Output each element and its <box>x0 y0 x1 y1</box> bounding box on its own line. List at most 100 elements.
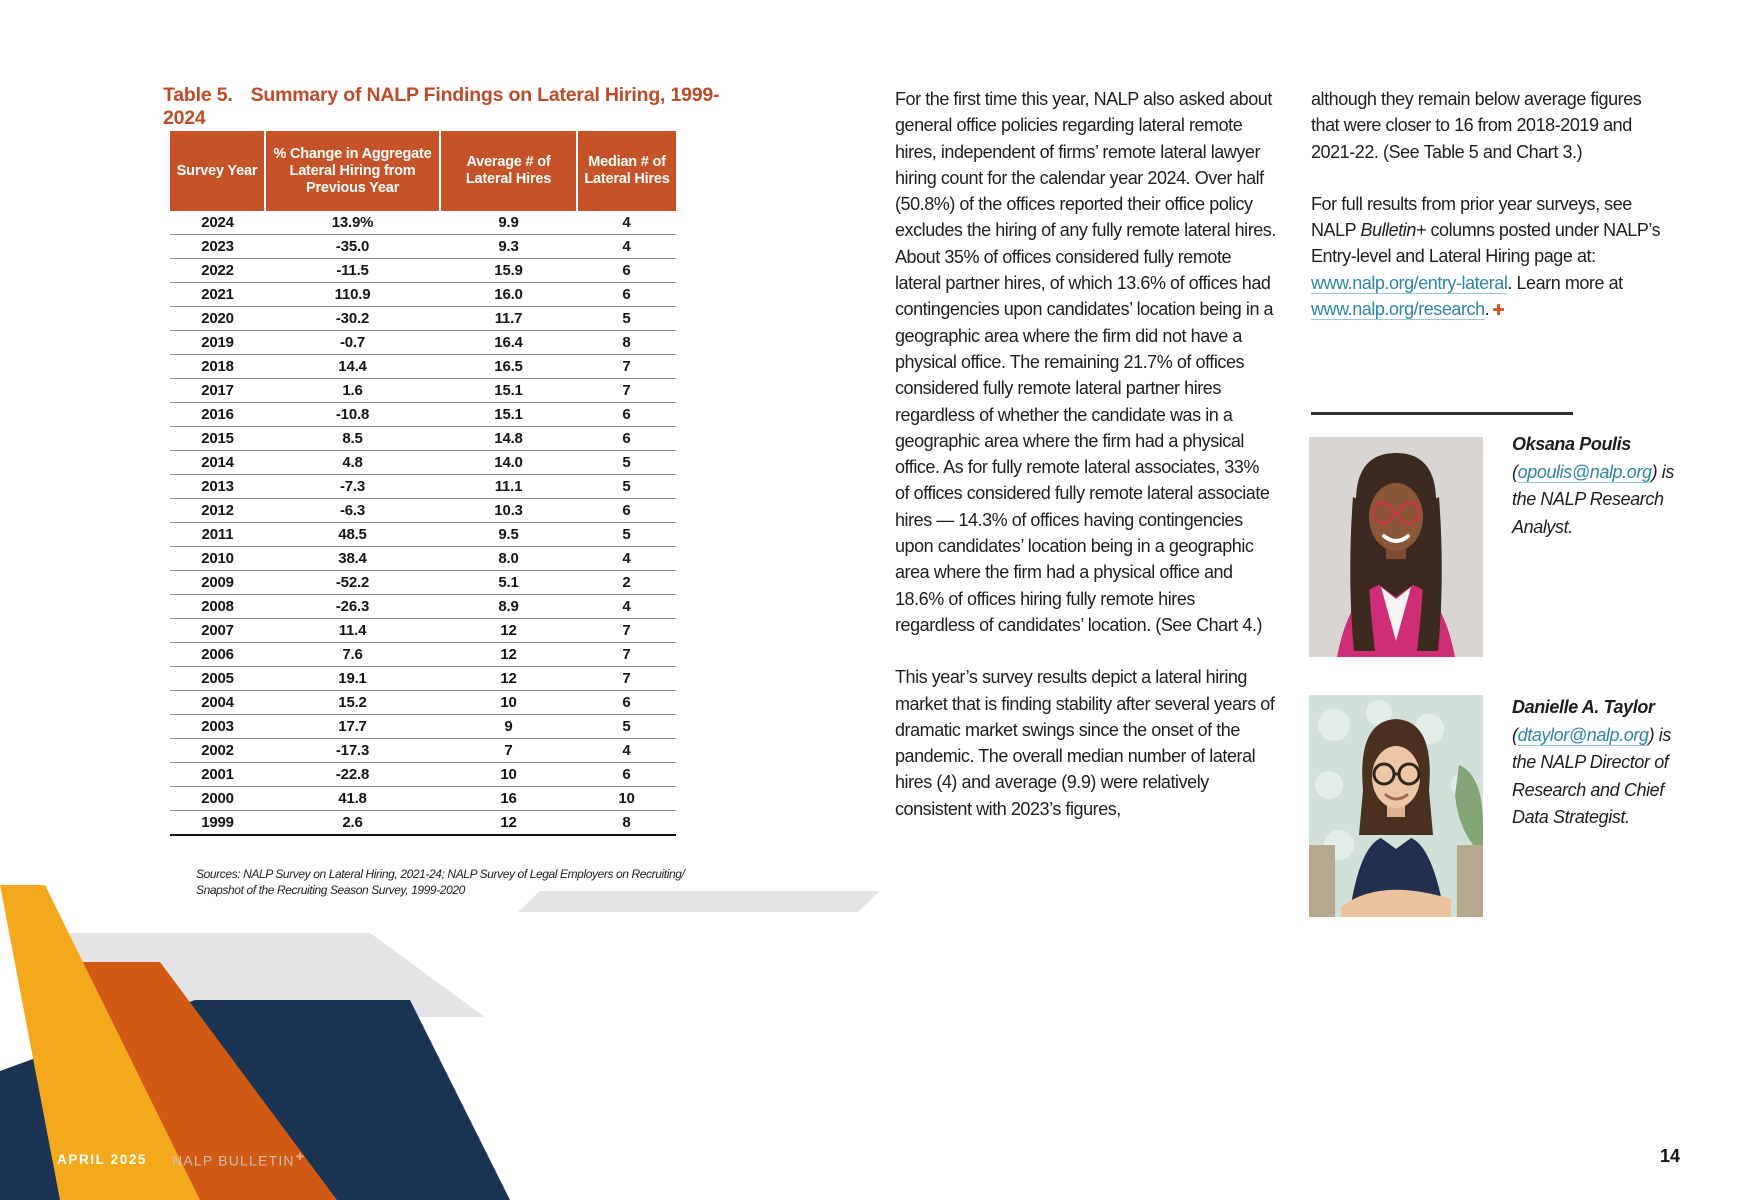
cell-year: 2018 <box>170 354 265 379</box>
author-bio-sentence: (dtaylor@nalp.org) is the NALP Director … <box>1512 724 1671 828</box>
article-paragraph-links: For full results from prior year surveys… <box>1311 191 1669 324</box>
cell-pct-change: 19.1 <box>265 666 440 691</box>
cell-median-hires: 5 <box>577 306 676 331</box>
table-row: 2007 11.4 12 7 <box>170 618 676 643</box>
decor-yellow-shape <box>0 885 200 1200</box>
cell-median-hires: 6 <box>577 690 676 715</box>
cell-median-hires: 2 <box>577 570 676 595</box>
cell-median-hires: 7 <box>577 642 676 667</box>
table-row: 2004 15.2 10 6 <box>170 690 676 715</box>
cell-pct-change: 110.9 <box>265 282 440 307</box>
author-section-divider <box>1311 412 1573 415</box>
cell-avg-hires: 9 <box>440 714 577 739</box>
cell-median-hires: 7 <box>577 618 676 643</box>
cell-year: 2005 <box>170 666 265 691</box>
cell-year: 2017 <box>170 378 265 403</box>
bulletin-plus-italic: Bulletin+ <box>1360 220 1426 241</box>
article-end-plus-icon: ✚ <box>1492 302 1505 320</box>
cell-pct-change: -17.3 <box>265 738 440 763</box>
author-role: is the NALP Director of Research and Chi… <box>1512 724 1671 828</box>
cell-median-hires: 6 <box>577 762 676 787</box>
cell-pct-change: 2.6 <box>265 810 440 836</box>
entry-lateral-link[interactable]: www.nalp.org/entry-lateral <box>1311 272 1508 294</box>
cell-year: 2002 <box>170 738 265 763</box>
cell-year: 1999 <box>170 810 265 836</box>
table-row: 2005 19.1 12 7 <box>170 666 676 691</box>
article-paragraph: For the first time this year, NALP also … <box>895 89 1276 635</box>
cell-avg-hires: 16.5 <box>440 354 577 379</box>
cell-median-hires: 7 <box>577 666 676 691</box>
author-bio-danielle-taylor: Danielle A. Taylor (dtaylor@nalp.org) is… <box>1512 694 1684 832</box>
cell-pct-change: 1.6 <box>265 378 440 403</box>
author-bio-oksana-poulis: Oksana Poulis (opoulis@nalp.org) is the … <box>1512 431 1684 541</box>
cell-year: 2022 <box>170 258 265 283</box>
table-row: 2016 -10.8 15.1 6 <box>170 402 676 427</box>
cell-pct-change: 13.9% <box>265 211 440 235</box>
cell-median-hires: 5 <box>577 450 676 475</box>
table-row: 2000 41.8 16 10 <box>170 786 676 811</box>
cell-year: 2012 <box>170 498 265 523</box>
author-email-link[interactable]: dtaylor@nalp.org <box>1517 724 1649 746</box>
cell-year: 2020 <box>170 306 265 331</box>
cell-year: 2024 <box>170 211 265 235</box>
column-header-pct-change: % Change in Aggregate Lateral Hiring fro… <box>264 131 440 211</box>
cell-pct-change: -52.2 <box>265 570 440 595</box>
cell-year: 2023 <box>170 234 265 259</box>
cell-avg-hires: 10.3 <box>440 498 577 523</box>
cell-median-hires: 4 <box>577 234 676 259</box>
page-number: 14 <box>1660 1146 1681 1166</box>
table-row: 2002 -17.3 7 4 <box>170 738 676 763</box>
cell-avg-hires: 11.7 <box>440 306 577 331</box>
paragraph-text: columns posted under NALP’s Entry-level … <box>1311 220 1661 267</box>
cell-avg-hires: 8.9 <box>440 594 577 619</box>
cell-pct-change: 11.4 <box>265 618 440 643</box>
author-role: is the NALP Research Analyst. <box>1512 461 1674 537</box>
table-row: 2017 1.6 15.1 7 <box>170 378 676 403</box>
author-email-link[interactable]: opoulis@nalp.org <box>1517 461 1652 483</box>
footer-plus-icon: ✚ <box>295 1152 306 1163</box>
cell-year: 2004 <box>170 690 265 715</box>
cell-avg-hires: 5.1 <box>440 570 577 595</box>
cell-pct-change: -30.2 <box>265 306 440 331</box>
cell-avg-hires: 11.1 <box>440 474 577 499</box>
cell-year: 2019 <box>170 330 265 355</box>
cell-median-hires: 6 <box>577 426 676 451</box>
cell-pct-change: -0.7 <box>265 330 440 355</box>
column-header-median-hires: Median # of Lateral Hires <box>576 131 676 211</box>
table-row: 2009 -52.2 5.1 2 <box>170 570 676 595</box>
cell-median-hires: 4 <box>577 546 676 571</box>
research-link[interactable]: www.nalp.org/research <box>1311 299 1485 321</box>
footer-brand-text: NALP BULLETIN <box>172 1152 295 1169</box>
cell-avg-hires: 16 <box>440 786 577 811</box>
cell-avg-hires: 12 <box>440 810 577 836</box>
cell-pct-change: -22.8 <box>265 762 440 787</box>
table-row: 2013 -7.3 11.1 5 <box>170 474 676 499</box>
cell-year: 2008 <box>170 594 265 619</box>
table-row: 2020 -30.2 11.7 5 <box>170 306 676 331</box>
table-row: 1999 2.6 12 8 <box>170 810 676 836</box>
cell-pct-change: 14.4 <box>265 354 440 379</box>
cell-year: 2003 <box>170 714 265 739</box>
cell-pct-change: 8.5 <box>265 426 440 451</box>
table-row: 2003 17.7 9 5 <box>170 714 676 739</box>
cell-pct-change: 7.6 <box>265 642 440 667</box>
cell-year: 2010 <box>170 546 265 571</box>
author-name: Danielle A. Taylor <box>1512 697 1655 717</box>
table-row: 2014 4.8 14.0 5 <box>170 450 676 475</box>
cell-avg-hires: 9.3 <box>440 234 577 259</box>
paragraph-text: . Learn more at <box>1507 272 1623 293</box>
table-row: 2010 38.4 8.0 4 <box>170 546 676 571</box>
cell-avg-hires: 10 <box>440 690 577 715</box>
cell-year: 2015 <box>170 426 265 451</box>
author-name: Oksana Poulis <box>1512 434 1631 454</box>
cell-median-hires: 6 <box>577 282 676 307</box>
cell-median-hires: 4 <box>577 738 676 763</box>
cell-median-hires: 8 <box>577 810 676 836</box>
table-row: 2006 7.6 12 7 <box>170 642 676 667</box>
cell-median-hires: 7 <box>577 354 676 379</box>
cell-avg-hires: 16.0 <box>440 282 577 307</box>
cell-avg-hires: 12 <box>440 666 577 691</box>
lateral-hiring-table: Survey Year % Change in Aggregate Latera… <box>170 131 676 836</box>
cell-year: 2006 <box>170 642 265 667</box>
author-photo-danielle-taylor <box>1309 695 1483 917</box>
